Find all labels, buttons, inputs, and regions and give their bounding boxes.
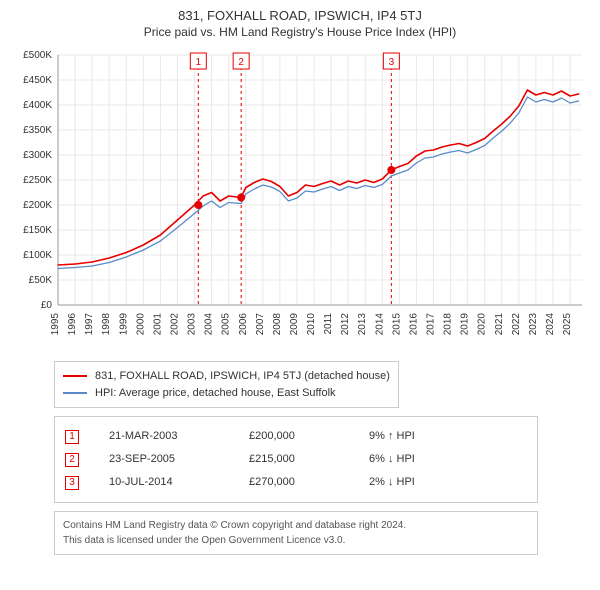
svg-text:1998: 1998: [101, 313, 112, 336]
legend-box: 831, FOXHALL ROAD, IPSWICH, IP4 5TJ (det…: [54, 361, 399, 408]
event-delta: 6% ↓ HPI: [369, 448, 489, 471]
event-row: 1 21-MAR-2003£200,0009% ↑ HPI: [65, 425, 527, 448]
event-price: £215,000: [249, 448, 369, 471]
svg-text:£300K: £300K: [23, 150, 52, 161]
legend-row: HPI: Average price, detached house, East…: [63, 385, 390, 402]
svg-text:2020: 2020: [477, 313, 488, 336]
svg-text:2023: 2023: [528, 313, 539, 336]
event-date: 23-SEP-2005: [109, 448, 249, 471]
svg-text:2004: 2004: [204, 313, 215, 336]
svg-text:3: 3: [389, 57, 395, 68]
svg-text:£400K: £400K: [23, 100, 52, 111]
svg-text:2012: 2012: [340, 313, 351, 336]
svg-text:2: 2: [238, 57, 244, 68]
svg-text:2015: 2015: [391, 313, 402, 336]
event-row: 2 23-SEP-2005£215,0006% ↓ HPI: [65, 448, 527, 471]
svg-text:£450K: £450K: [23, 75, 52, 86]
svg-text:2000: 2000: [135, 313, 146, 336]
chart-area: £0 £50K £100K £150K £200K £250K £300K £350K £400…: [10, 45, 590, 355]
svg-text:2014: 2014: [374, 313, 385, 336]
legend-swatch: [63, 375, 87, 377]
svg-text:2019: 2019: [460, 313, 471, 336]
svg-text:2013: 2013: [357, 313, 368, 336]
page-subtitle: Price paid vs. HM Land Registry's House …: [10, 25, 590, 39]
svg-text:2022: 2022: [511, 313, 522, 336]
svg-text:2009: 2009: [289, 313, 300, 336]
event-delta: 9% ↑ HPI: [369, 425, 489, 448]
svg-text:2005: 2005: [221, 313, 232, 336]
svg-text:£0: £0: [41, 300, 53, 311]
events-box: 1 21-MAR-2003£200,0009% ↑ HPI 2 23-SEP-2005…: [54, 416, 538, 503]
svg-text:£100K: £100K: [23, 250, 52, 261]
event-date: 10-JUL-2014: [109, 471, 249, 494]
svg-text:2018: 2018: [443, 313, 454, 336]
svg-text:2017: 2017: [426, 313, 437, 336]
credit-line-1: Contains HM Land Registry data © Crown c…: [63, 518, 529, 533]
legend-label: 831, FOXHALL ROAD, IPSWICH, IP4 5TJ (det…: [95, 368, 390, 385]
svg-text:2010: 2010: [306, 313, 317, 336]
svg-text:£150K: £150K: [23, 225, 52, 236]
event-marker: 1: [65, 430, 79, 444]
event-price: £200,000: [249, 425, 369, 448]
event-date: 21-MAR-2003: [109, 425, 249, 448]
svg-text:1996: 1996: [67, 313, 78, 336]
event-delta: 2% ↓ HPI: [369, 471, 489, 494]
svg-text:2001: 2001: [152, 313, 163, 336]
event-row: 3 10-JUL-2014£270,0002% ↓ HPI: [65, 471, 527, 494]
event-price: £270,000: [249, 471, 369, 494]
svg-text:2011: 2011: [323, 313, 334, 335]
svg-text:2016: 2016: [408, 313, 419, 336]
svg-text:1997: 1997: [84, 313, 95, 336]
svg-text:1999: 1999: [118, 313, 129, 336]
svg-text:2024: 2024: [545, 313, 556, 336]
event-marker: 2: [65, 453, 79, 467]
svg-text:2006: 2006: [238, 313, 249, 336]
svg-text:£350K: £350K: [23, 125, 52, 136]
svg-text:2003: 2003: [187, 313, 198, 336]
credit-box: Contains HM Land Registry data © Crown c…: [54, 511, 538, 555]
event-marker: 3: [65, 476, 79, 490]
svg-text:£500K: £500K: [23, 50, 52, 61]
svg-text:2025: 2025: [562, 313, 573, 336]
svg-text:2008: 2008: [272, 313, 283, 336]
svg-text:2007: 2007: [255, 313, 266, 336]
svg-text:1: 1: [196, 57, 202, 68]
svg-text:1995: 1995: [50, 313, 61, 336]
svg-text:£250K: £250K: [23, 175, 52, 186]
svg-text:£200K: £200K: [23, 200, 52, 211]
svg-text:2021: 2021: [494, 313, 505, 336]
line-chart: £0 £50K £100K £150K £200K £250K £300K £350K £400…: [10, 45, 590, 355]
legend-swatch: [63, 392, 87, 394]
legend-row: 831, FOXHALL ROAD, IPSWICH, IP4 5TJ (det…: [63, 368, 390, 385]
svg-text:£50K: £50K: [29, 275, 53, 286]
credit-line-2: This data is licensed under the Open Gov…: [63, 533, 529, 548]
page-title: 831, FOXHALL ROAD, IPSWICH, IP4 5TJ: [10, 8, 590, 23]
legend-label: HPI: Average price, detached house, East…: [95, 385, 336, 402]
svg-text:2002: 2002: [169, 313, 180, 336]
